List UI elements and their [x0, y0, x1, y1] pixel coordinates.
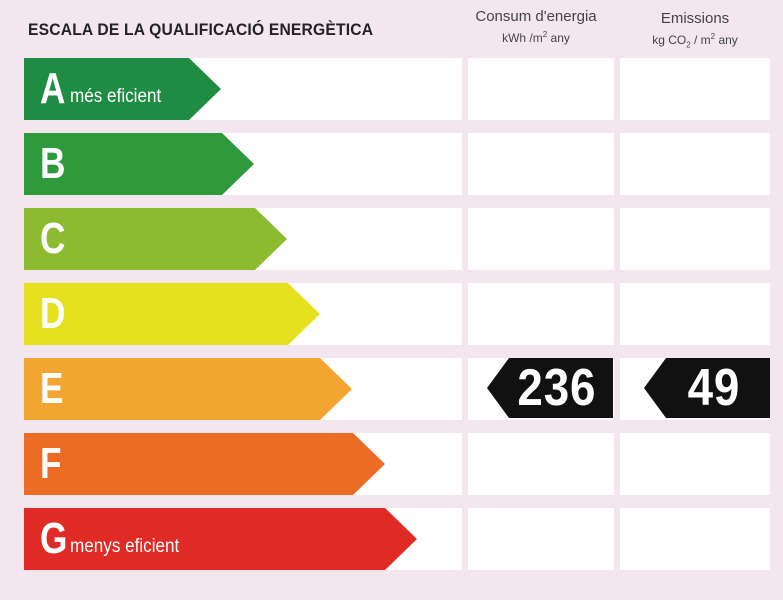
rating-letter: F: [40, 439, 62, 488]
energy-header-unit: kWh /m2 any: [502, 30, 570, 45]
rating-row-d-emissions-cell: [620, 283, 770, 345]
rating-row-c-energy-cell: [468, 208, 614, 270]
energy-header-label: Consum d'energia: [475, 8, 597, 25]
watermark: habitaclia: [325, 284, 423, 309]
rating-arrow-e: E: [24, 358, 352, 420]
rating-row-d-energy-cell: [468, 283, 614, 345]
rating-letter: D: [40, 289, 66, 338]
rating-row-g-emissions-cell: [620, 508, 770, 570]
rating-row-a-energy-cell: [468, 58, 614, 120]
energy-value-badge: 236: [487, 358, 613, 418]
rating-description: menys eficient: [70, 536, 180, 557]
emissions-column-header: Emissions kg CO2 / m2 any: [620, 10, 770, 54]
rating-letter: E: [40, 364, 64, 413]
rating-letter: G: [40, 514, 68, 563]
rating-row-a-emissions-cell: [620, 58, 770, 120]
rating-arrow-d: D: [24, 283, 320, 345]
rating-row-g-energy-cell: [468, 508, 614, 570]
emissions-value-badge: 49: [644, 358, 770, 418]
emissions-header-unit: kg CO2 / m2 any: [652, 32, 738, 50]
rating-row-b-emissions-cell: [620, 133, 770, 195]
rating-letter: A: [40, 64, 66, 113]
rating-arrow-f: F: [24, 433, 385, 495]
rating-row-f-emissions-cell: [620, 433, 770, 495]
rating-row-c-emissions-cell: [620, 208, 770, 270]
rating-arrow-c: C: [24, 208, 287, 270]
rating-letter: C: [40, 214, 66, 263]
rating-arrow-b: B: [24, 133, 254, 195]
energy-column-header: Consum d'energia kWh /m2 any: [464, 8, 608, 47]
emissions-header-label: Emissions: [660, 10, 730, 27]
rating-row-f-energy-cell: [468, 433, 614, 495]
rating-description: més eficient: [70, 86, 162, 107]
page-title: ESCALA DE LA QUALIFICACIÓ ENERGÈTICA: [28, 20, 374, 39]
rating-letter: B: [40, 139, 66, 188]
rating-row-b-energy-cell: [468, 133, 614, 195]
